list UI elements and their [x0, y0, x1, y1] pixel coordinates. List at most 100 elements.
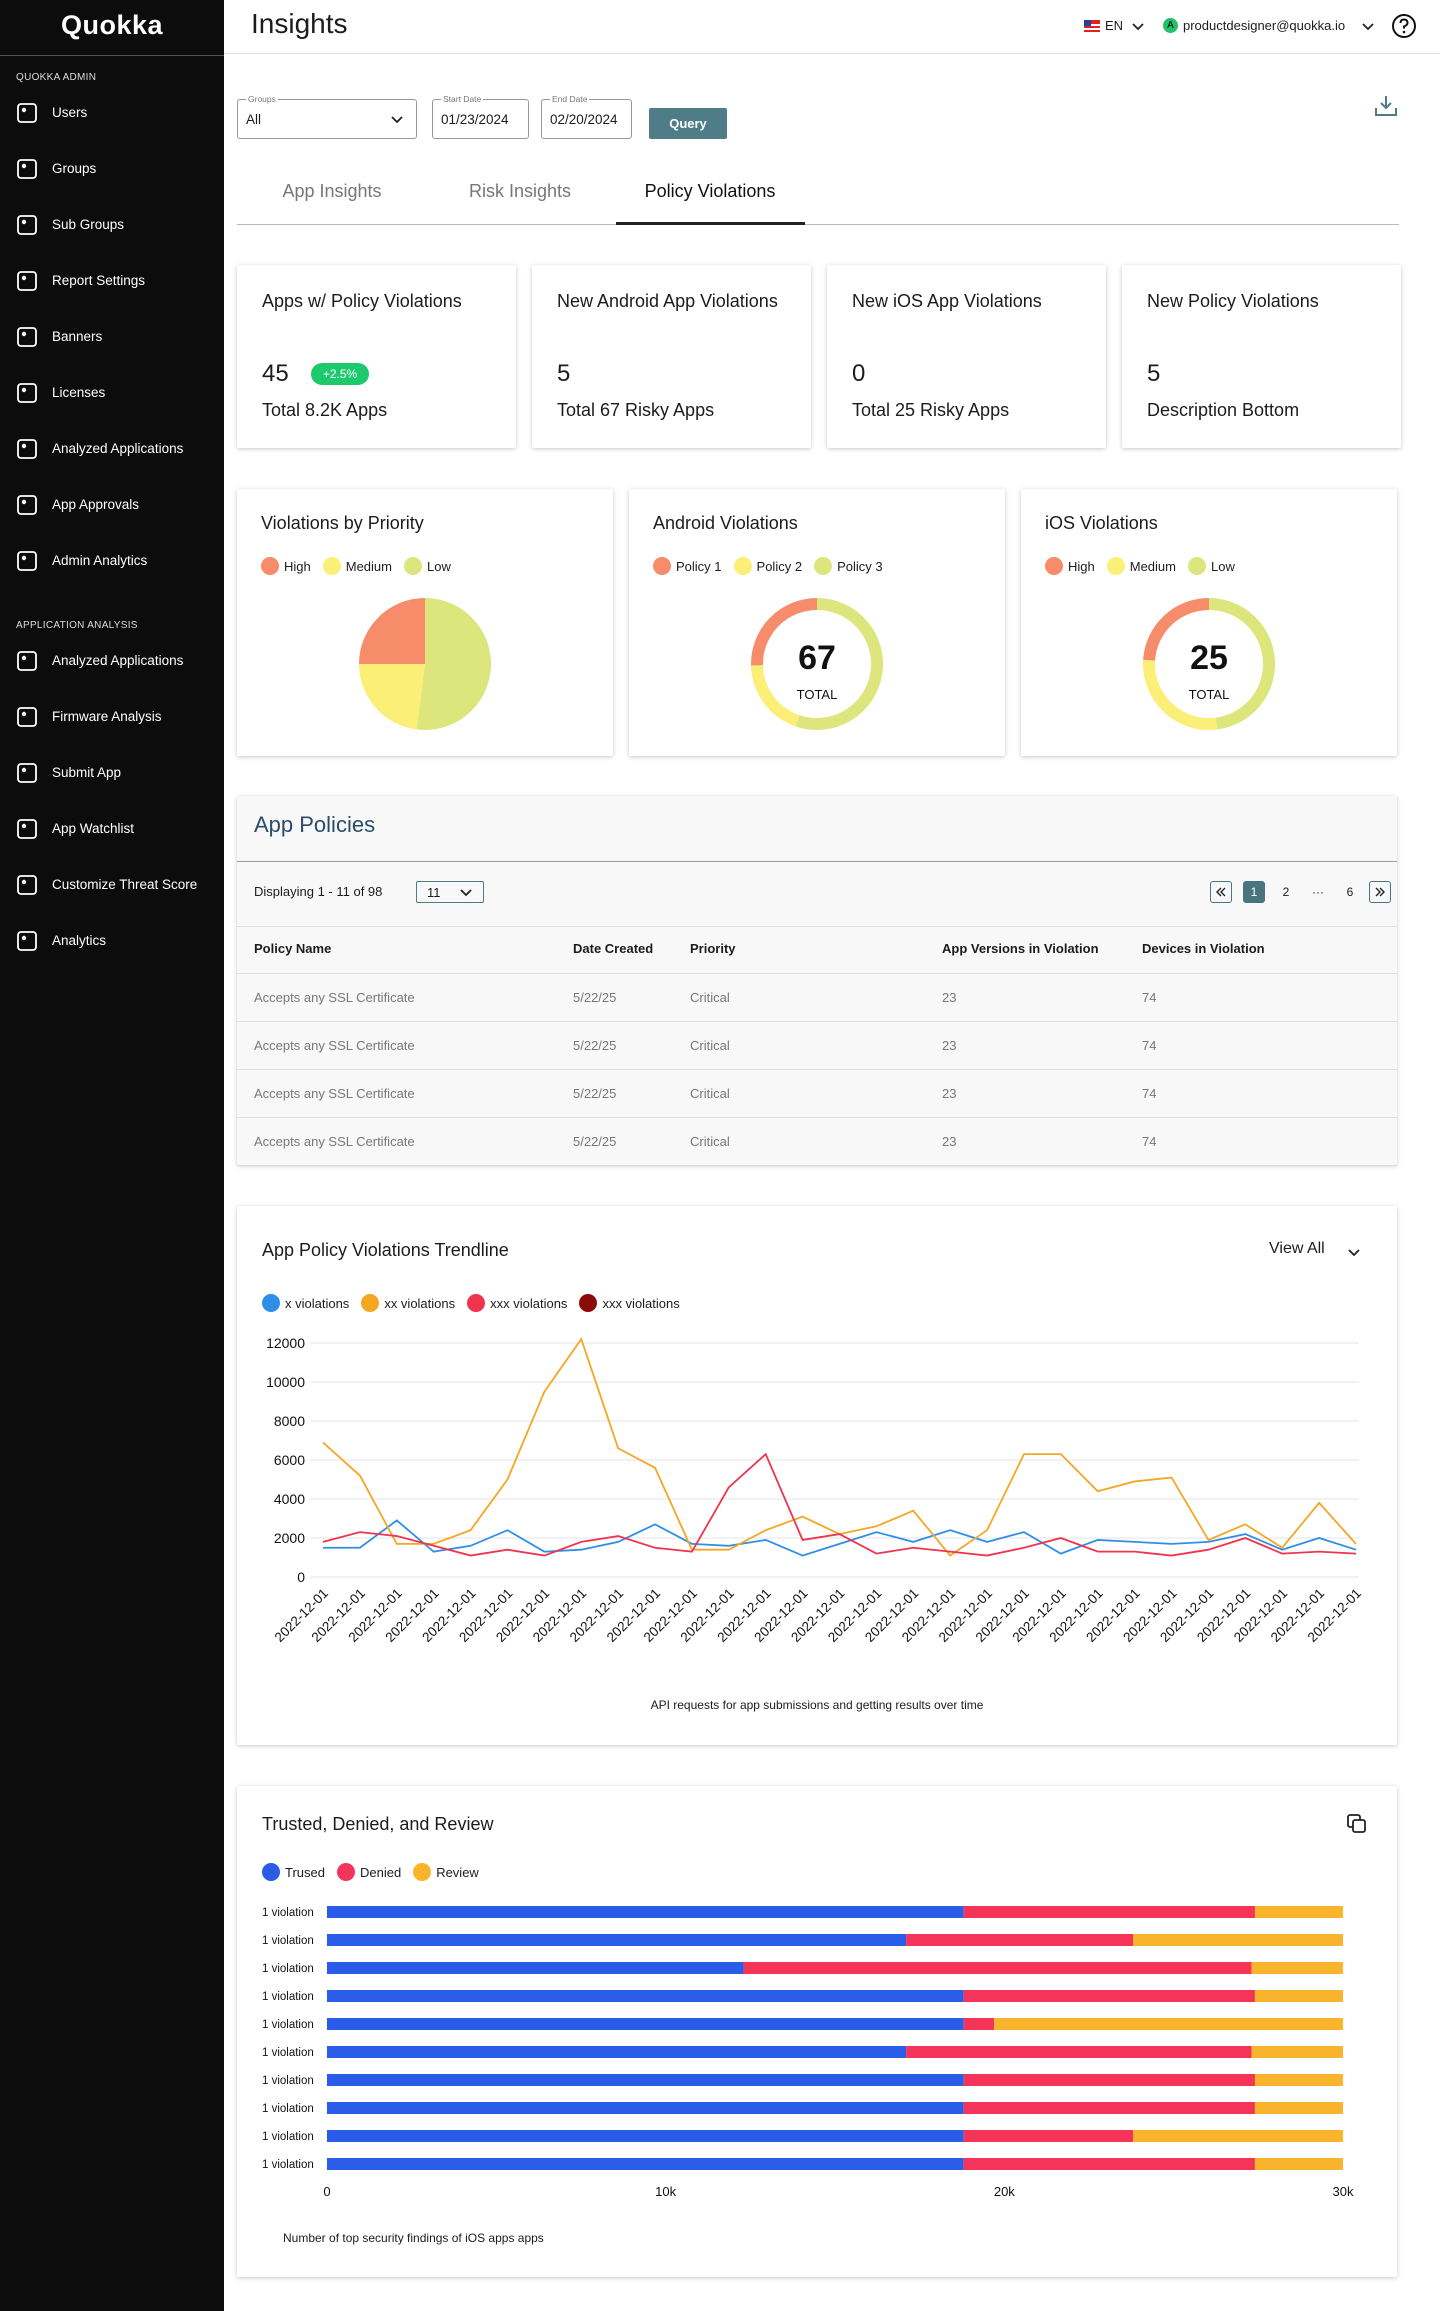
- nav-item[interactable]: Customize Threat Score: [52, 877, 198, 892]
- language[interactable]: EN: [1105, 18, 1124, 33]
- page-arrow-path: [1375, 887, 1385, 897]
- page-button[interactable]: 1: [1243, 881, 1265, 903]
- legend-swatch: [336, 1863, 355, 1881]
- y-category-label: 1 violation: [262, 1963, 314, 1975]
- legend-label: Policy 2: [756, 558, 803, 574]
- pie-slice: [359, 664, 425, 730]
- stat-title: New Policy Violations: [1147, 291, 1319, 311]
- nav-item[interactable]: Report Settings: [52, 273, 146, 288]
- stat-footer: Description Bottom: [1147, 400, 1300, 420]
- tab[interactable]: App Insights: [282, 181, 382, 201]
- chart-card: App Policy Violations Trendline View All x…: [237, 1206, 1397, 1745]
- chart-title: Violations by Priority: [261, 513, 424, 533]
- nav-item[interactable]: Groups: [52, 161, 97, 176]
- groups-field[interactable]: Groups All: [237, 94, 417, 139]
- nav-item[interactable]: Sub Groups: [52, 217, 125, 232]
- legend-item: Low: [1188, 557, 1235, 575]
- page-button[interactable]: ···: [1312, 885, 1324, 899]
- page-size-select[interactable]: 11: [416, 881, 484, 903]
- chevron-path: [1348, 1249, 1360, 1257]
- nav-icon: [17, 439, 37, 459]
- end_date-field[interactable]: End Date 02/20/2024: [541, 94, 632, 139]
- user-email[interactable]: productdesigner@quokka.io: [1183, 18, 1346, 33]
- download-shape: [1375, 96, 1397, 116]
- nav-item[interactable]: Admin Analytics: [52, 553, 148, 568]
- table-cell: 23: [942, 1134, 957, 1149]
- table-header-line: [237, 926, 1397, 927]
- legend-swatch: [261, 557, 279, 575]
- nav-icon-dot: [21, 711, 27, 717]
- legend: x violations xx violations xxx violations x…: [262, 1294, 680, 1312]
- nav-icon-dot: [21, 219, 27, 225]
- nav-item[interactable]: App Watchlist: [52, 821, 135, 836]
- nav-item[interactable]: Submit App: [52, 765, 122, 780]
- y-tick-label: 12000: [266, 1335, 305, 1351]
- nav-item[interactable]: Analytics: [52, 933, 107, 948]
- legend-swatch: [1188, 557, 1206, 575]
- y-category-label: 1 violation: [262, 2131, 314, 2143]
- page-arrow-path: [1216, 887, 1226, 897]
- y-category-label: 1 violation: [262, 1907, 314, 1919]
- view-all[interactable]: View All: [1269, 1240, 1325, 1257]
- legend-swatch: [361, 1294, 380, 1312]
- table-cell: Accepts any SSL Certificate: [254, 1134, 415, 1149]
- bar-segment: [327, 2158, 964, 2170]
- download-icon[interactable]: [1372, 92, 1400, 120]
- legend-swatch: [814, 557, 833, 575]
- series-line: [323, 1519, 1357, 1557]
- y-category-label: 1 violation: [262, 2047, 314, 2059]
- help-icon[interactable]: [1391, 13, 1417, 39]
- nav-icon: [17, 495, 37, 515]
- nav-item[interactable]: Firmware Analysis: [52, 709, 162, 724]
- legend: Policy 1 Policy 2 Policy 3: [653, 557, 883, 575]
- help-mark: [1399, 18, 1409, 29]
- nav-icon-shape: [17, 215, 37, 235]
- tab[interactable]: Risk Insights: [468, 181, 572, 201]
- donut-total: 25: [1190, 639, 1228, 677]
- stat-badge: +2.5%: [311, 363, 369, 385]
- nav-item[interactable]: Analyzed Applications: [52, 653, 184, 668]
- legend-label: x violations: [285, 1295, 350, 1311]
- section-title: QUOKKA ADMIN: [16, 72, 97, 83]
- stat-title: New iOS App Violations: [852, 291, 1042, 311]
- tab[interactable]: Policy Violations: [644, 181, 776, 201]
- legend-item: High: [261, 557, 311, 575]
- legend-label: Medium: [1129, 558, 1176, 574]
- legend-swatch: [262, 1863, 280, 1881]
- table-cell: 5/22/25: [573, 1038, 617, 1053]
- nav-item[interactable]: Licenses: [52, 385, 106, 400]
- nav-item[interactable]: Users: [52, 105, 88, 120]
- logo[interactable]: Quokka: [60, 10, 164, 40]
- y-tick-label: 2000: [274, 1530, 305, 1546]
- stat-title: Apps w/ Policy Violations: [262, 291, 462, 311]
- bar-segment: [963, 2018, 995, 2030]
- chart-card: Trusted, Denied, and Review Trused Denied R…: [237, 1786, 1397, 2277]
- nav-item[interactable]: Banners: [52, 329, 103, 344]
- nav-icon-dot: [21, 443, 27, 449]
- donut-segment: [1208, 598, 1275, 730]
- nav-item[interactable]: Analyzed Applications: [52, 441, 184, 456]
- copy-icon[interactable]: [1345, 1812, 1369, 1836]
- nav-item[interactable]: App Approvals: [52, 497, 140, 512]
- donut-total-label: TOTAL: [1189, 687, 1230, 702]
- nav-icon: [17, 383, 37, 403]
- page-arrow[interactable]: [1210, 881, 1232, 903]
- legend-item: Medium: [322, 557, 392, 575]
- chart-card: Android Violations Policy 1 Policy 2 Policy…: [629, 489, 1005, 756]
- query-button[interactable]: Query: [649, 108, 727, 139]
- legend-item: xxx violations: [579, 1294, 680, 1312]
- bar-segment: [327, 1990, 964, 2002]
- legend-label: xx violations: [384, 1295, 456, 1311]
- table-cell: Critical: [690, 1134, 730, 1149]
- page-button[interactable]: 6: [1346, 885, 1354, 899]
- nav-icon: [17, 215, 37, 235]
- chart-annotation: Number of top security findings of iOS a…: [283, 2231, 544, 2245]
- page-arrow[interactable]: [1369, 881, 1391, 903]
- nav-icon-shape: [17, 875, 37, 895]
- bar-segment: [1133, 2130, 1343, 2142]
- start_date-field[interactable]: Start Date 01/23/2024: [432, 94, 529, 139]
- y-category-label: 1 violation: [262, 2159, 314, 2171]
- nav-icon: [17, 819, 37, 839]
- page-button[interactable]: 2: [1282, 885, 1290, 899]
- legend-item: Trused: [262, 1863, 325, 1881]
